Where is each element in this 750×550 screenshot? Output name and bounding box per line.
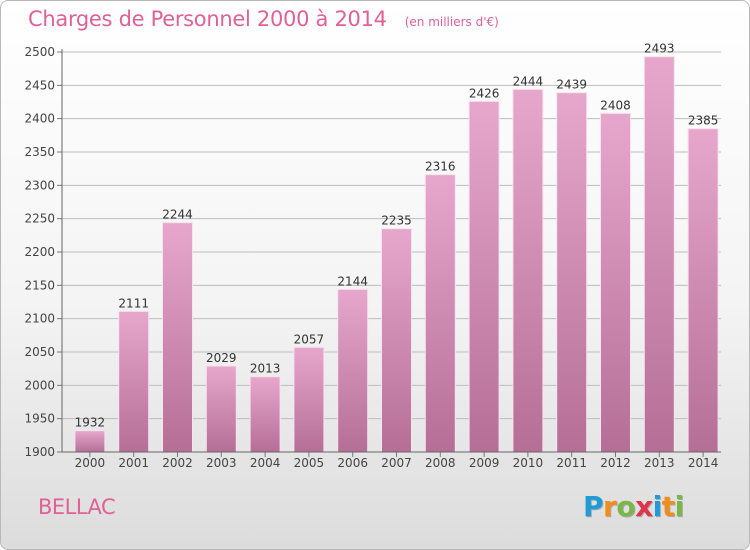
place-name: BELLAC [38, 495, 116, 519]
x-tick-label: 2010 [513, 456, 544, 470]
bar-value-label: 2493 [644, 42, 675, 56]
axes [61, 49, 721, 453]
x-tick-label: 2005 [294, 456, 325, 470]
bar [118, 310, 150, 453]
bar-value-label: 1932 [75, 416, 106, 430]
bar-value-label: 2444 [513, 74, 544, 88]
y-tick-label: 1900 [24, 445, 55, 459]
bar [74, 430, 106, 453]
bar-value-labels: 1932 2111 2244 2029 2013 2057 2144 2235 2316 2426… [75, 42, 719, 430]
x-tick-label: 2006 [337, 456, 368, 470]
y-tick-label: 2500 [24, 45, 55, 59]
bar [512, 88, 544, 453]
x-axis-ticks: 2000 2001 2002 2003 2004 2005 2006 2007 2008 2009… [75, 452, 719, 470]
bar-value-label: 2013 [250, 362, 281, 376]
x-tick-label: 2012 [600, 456, 631, 470]
y-tick-label: 2300 [24, 178, 55, 192]
logo-letter: o [616, 490, 636, 523]
y-tick-label: 2200 [24, 245, 55, 259]
x-tick-label: 2008 [425, 456, 456, 470]
logo-letter: t [661, 490, 675, 523]
bar-value-label: 2408 [600, 98, 631, 112]
chart-title-text: Charges de Personnel 2000 à 2014 [28, 7, 387, 31]
bar [643, 56, 675, 453]
x-tick-label: 2001 [118, 456, 149, 470]
x-tick-label: 2013 [644, 456, 675, 470]
logo-letter: P [583, 490, 604, 523]
bar [687, 128, 719, 453]
x-tick-label: 2004 [250, 456, 281, 470]
y-tick-label: 2350 [24, 145, 55, 159]
bar-value-label: 2244 [162, 208, 193, 222]
x-tick-label: 2002 [162, 456, 193, 470]
bar-value-label: 2426 [469, 86, 500, 100]
x-tick-label: 2003 [206, 456, 237, 470]
logo-letter: x [635, 490, 653, 523]
logo-letter: i [652, 490, 663, 523]
bar [337, 288, 369, 453]
bar-value-label: 2057 [294, 332, 325, 346]
y-tick-label: 2450 [24, 78, 55, 92]
chart-subtitle: (en milliers d'€) [404, 15, 499, 29]
y-tick-label: 2250 [24, 212, 55, 226]
bar [293, 346, 325, 453]
y-tick-label: 2100 [24, 312, 55, 326]
bar [600, 112, 631, 453]
y-tick-label: 2050 [24, 345, 55, 359]
y-tick-label: 2400 [24, 112, 55, 126]
bar [424, 174, 456, 453]
bar-value-label: 2111 [118, 296, 149, 310]
bar-value-label: 2029 [206, 351, 237, 365]
chart-title: Charges de Personnel 2000 à 2014 (en mill… [28, 7, 499, 31]
y-tick-label: 2150 [24, 278, 55, 292]
bar-value-label: 2385 [688, 114, 719, 128]
x-tick-label: 2000 [75, 456, 106, 470]
bar [162, 222, 193, 453]
y-axis-ticks: 1900 1950 2000 2050 2100 2150 2200 2250 2300 2350… [24, 45, 62, 459]
y-tick-label: 1950 [24, 412, 55, 426]
bar-value-label: 2235 [381, 214, 412, 228]
bar-value-label: 2316 [425, 160, 456, 174]
bar [556, 92, 588, 453]
bars [74, 56, 719, 453]
bar [381, 228, 412, 453]
x-tick-label: 2009 [469, 456, 500, 470]
y-tick-label: 2000 [24, 378, 55, 392]
x-tick-label: 2011 [556, 456, 587, 470]
bar [249, 376, 281, 453]
logo-letter: i [674, 490, 685, 523]
x-tick-label: 2007 [381, 456, 412, 470]
bar [205, 365, 237, 453]
proxiti-logo: Proxiti [583, 490, 684, 523]
bar-value-label: 2144 [337, 274, 368, 288]
logo-letter: r [603, 490, 617, 523]
bar-value-label: 2439 [556, 78, 587, 92]
x-tick-label: 2014 [688, 456, 719, 470]
bar [468, 100, 500, 453]
